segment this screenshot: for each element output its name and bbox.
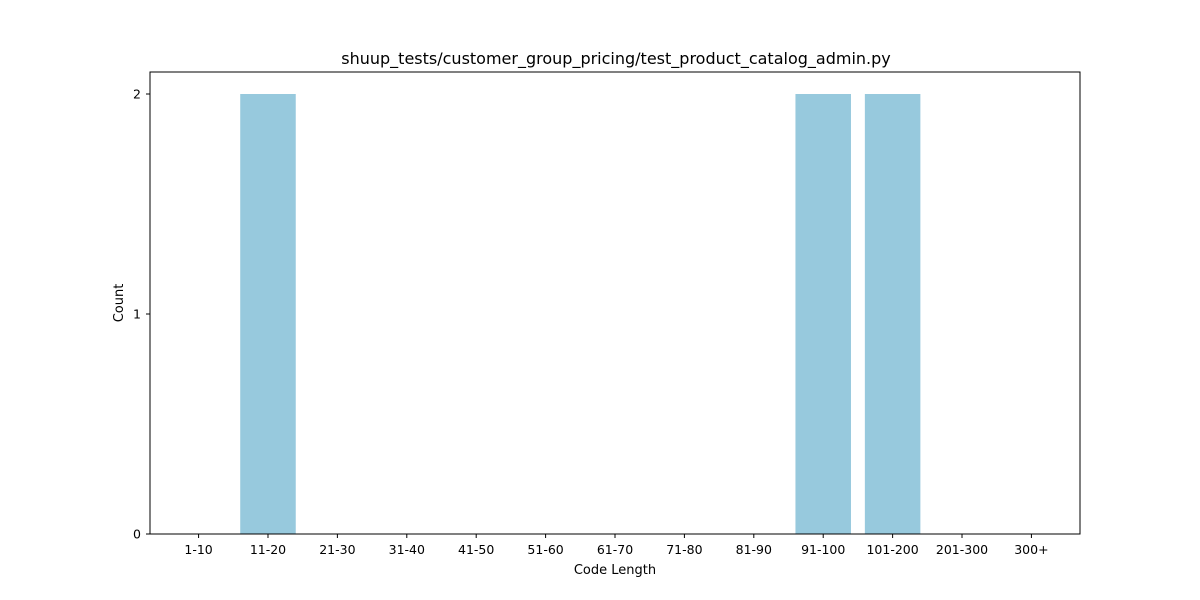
- x-tick-label: 31-40: [389, 542, 425, 557]
- x-tick-label: 81-90: [736, 542, 772, 557]
- bars-group: [240, 94, 921, 534]
- x-tick-label: 71-80: [666, 542, 702, 557]
- chart-title: shuup_tests/customer_group_pricing/test_…: [341, 49, 890, 69]
- x-tick-label: 91-100: [801, 542, 845, 557]
- x-tick-label: 21-30: [319, 542, 355, 557]
- x-axis-ticks: 1-10 11-20 21-30 31-40 41-50 51-60 61-70 71-80 8…: [184, 534, 1049, 557]
- plot-area-frame: [149, 71, 1081, 535]
- y-tick-label: 1: [133, 307, 141, 322]
- x-tick-label: 201-300: [936, 542, 988, 557]
- y-tick-label: 0: [133, 527, 141, 542]
- bar-91-100: [795, 94, 851, 534]
- x-tick-label: 101-200: [866, 542, 918, 557]
- y-tick-label: 2: [133, 87, 141, 102]
- bar-101-200: [864, 94, 921, 534]
- bar-11-20: [240, 94, 296, 534]
- x-tick-label: 41-50: [458, 542, 494, 557]
- x-tick-label: 61-70: [597, 542, 633, 557]
- x-axis-label: Code Length: [574, 563, 656, 578]
- x-tick-label: 51-60: [527, 542, 563, 557]
- x-tick-label: 11-20: [250, 542, 286, 557]
- x-tick-label: 300+: [1014, 542, 1048, 557]
- y-axis-ticks: 0 1 2: [133, 87, 150, 542]
- x-tick-label: 1-10: [184, 542, 212, 557]
- y-axis-label: Count: [112, 284, 127, 323]
